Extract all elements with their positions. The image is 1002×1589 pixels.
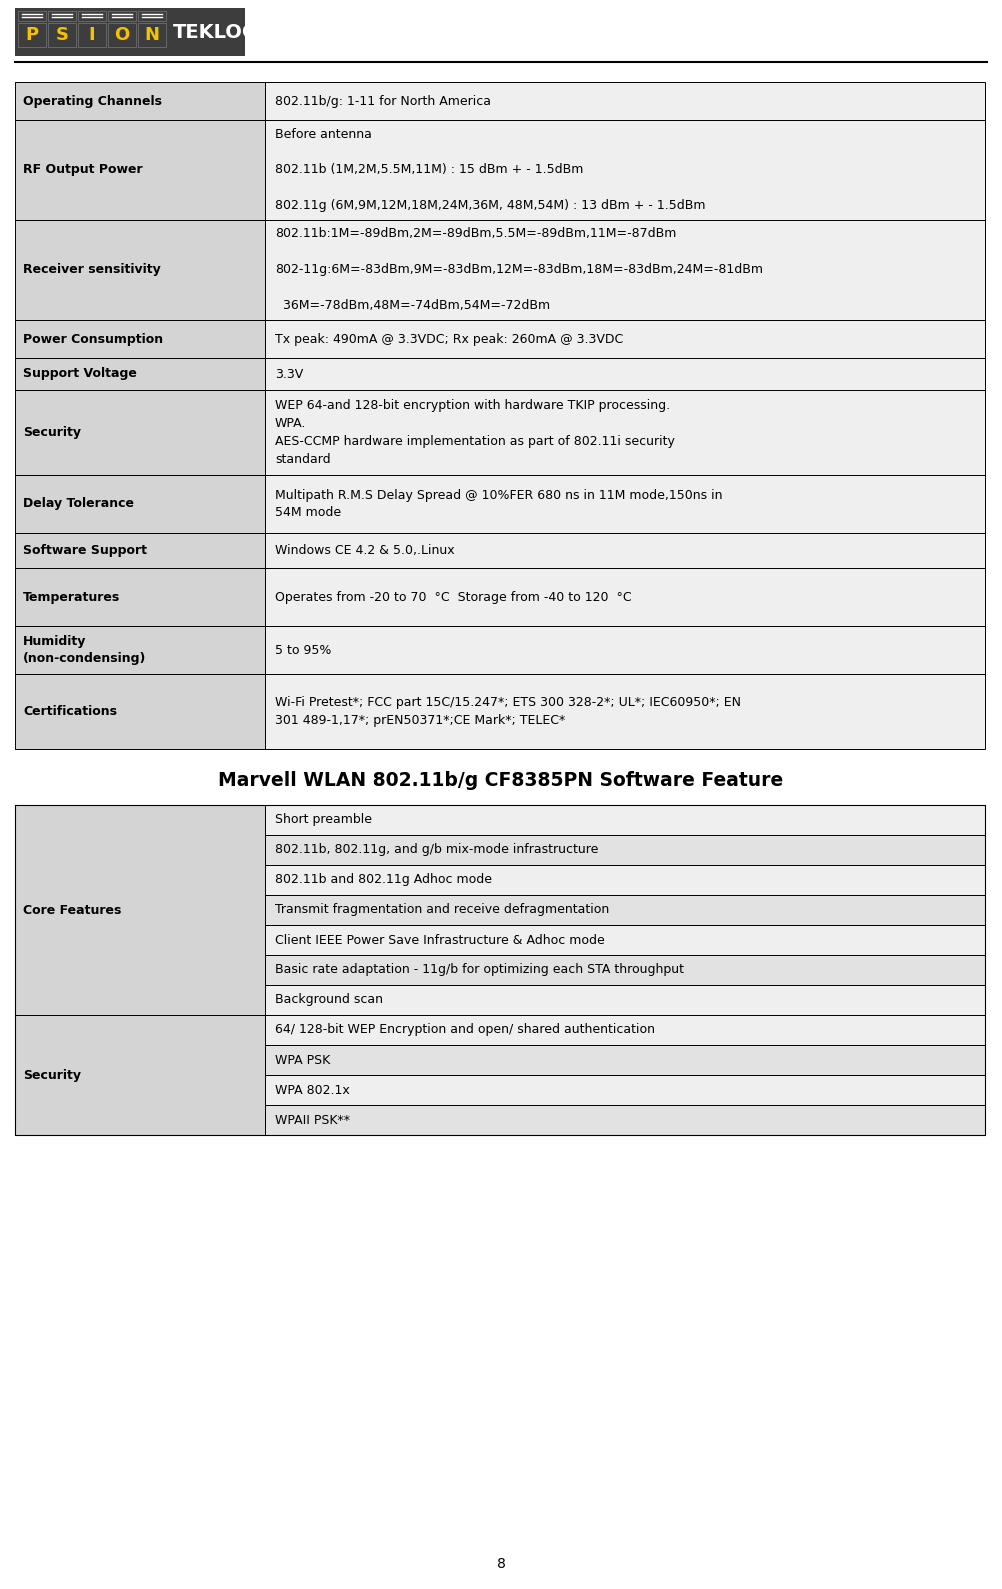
- Text: P: P: [25, 25, 38, 44]
- Bar: [138, 22, 166, 48]
- Bar: [48, 11, 76, 21]
- Bar: [265, 925, 985, 955]
- Bar: [78, 22, 106, 48]
- Text: Client IEEE Power Save Infrastructure & Adhoc mode: Client IEEE Power Save Infrastructure & …: [275, 933, 605, 947]
- Bar: [18, 11, 46, 21]
- Bar: [15, 83, 265, 121]
- Bar: [265, 567, 985, 626]
- Bar: [265, 532, 985, 567]
- Bar: [78, 11, 106, 21]
- Text: Before antenna

802.11b (1M,2M,5.5M,11M) : 15 dBm + - 1.5dBm

802.11g (6M,9M,12M: Before antenna 802.11b (1M,2M,5.5M,11M) …: [275, 127, 705, 213]
- Bar: [15, 806, 265, 1015]
- Text: Certifications: Certifications: [23, 706, 117, 718]
- Bar: [138, 11, 166, 21]
- Bar: [18, 22, 46, 48]
- Text: Basic rate adaptation - 11g/b for optimizing each STA throughput: Basic rate adaptation - 11g/b for optimi…: [275, 963, 684, 977]
- Bar: [15, 567, 265, 626]
- Bar: [15, 389, 265, 475]
- Bar: [265, 985, 985, 1015]
- Bar: [265, 475, 985, 532]
- Text: 802.11b, 802.11g, and g/b mix-mode infrastructure: 802.11b, 802.11g, and g/b mix-mode infra…: [275, 844, 598, 856]
- Text: 3.3V: 3.3V: [275, 367, 304, 380]
- Text: Marvell WLAN 802.11b/g CF8385PN Software Feature: Marvell WLAN 802.11b/g CF8385PN Software…: [218, 771, 784, 790]
- Text: 802.11b/g: 1-11 for North America: 802.11b/g: 1-11 for North America: [275, 94, 491, 108]
- Text: Temperatures: Temperatures: [23, 591, 120, 604]
- Text: WPA PSK: WPA PSK: [275, 1054, 331, 1066]
- Bar: [265, 219, 985, 319]
- Text: Short preamble: Short preamble: [275, 814, 372, 826]
- Bar: [265, 389, 985, 475]
- Text: TEKLOGIX: TEKLOGIX: [173, 22, 282, 41]
- Text: Delay Tolerance: Delay Tolerance: [23, 497, 134, 510]
- Text: Windows CE 4.2 & 5.0,.Linux: Windows CE 4.2 & 5.0,.Linux: [275, 543, 455, 558]
- Bar: [265, 1076, 985, 1104]
- Text: Power Consumption: Power Consumption: [23, 332, 163, 345]
- Text: WPA 802.1x: WPA 802.1x: [275, 1084, 350, 1096]
- Text: Operates from -20 to 70  °C  Storage from -40 to 120  °C: Operates from -20 to 70 °C Storage from …: [275, 591, 631, 604]
- Text: WEP 64-and 128-bit encryption with hardware TKIP processing.
WPA.
AES-CCMP hardw: WEP 64-and 128-bit encryption with hardw…: [275, 399, 675, 466]
- Text: 8: 8: [497, 1557, 505, 1572]
- Bar: [15, 475, 265, 532]
- Bar: [265, 1015, 985, 1046]
- Text: 5 to 95%: 5 to 95%: [275, 644, 332, 656]
- Bar: [15, 626, 265, 674]
- Bar: [15, 674, 265, 748]
- Text: O: O: [114, 25, 129, 44]
- Bar: [15, 806, 985, 1135]
- Text: Security: Security: [23, 426, 81, 439]
- Bar: [265, 358, 985, 389]
- Text: N: N: [144, 25, 159, 44]
- Text: 64/ 128-bit WEP Encryption and open/ shared authentication: 64/ 128-bit WEP Encryption and open/ sha…: [275, 1023, 655, 1036]
- Text: Multipath R.M.S Delay Spread @ 10%FER 680 ns in 11M mode,150ns in
54M mode: Multipath R.M.S Delay Spread @ 10%FER 68…: [275, 488, 722, 520]
- Bar: [15, 358, 265, 389]
- Text: WPAII PSK**: WPAII PSK**: [275, 1114, 350, 1127]
- Bar: [265, 1104, 985, 1135]
- Bar: [48, 22, 76, 48]
- Text: Core Features: Core Features: [23, 904, 121, 917]
- Bar: [265, 806, 985, 834]
- Text: 802.11b:1M=-89dBm,2M=-89dBm,5.5M=-89dBm,11M=-87dBm

802-11g:6M=-83dBm,9M=-83dBm,: 802.11b:1M=-89dBm,2M=-89dBm,5.5M=-89dBm,…: [275, 227, 763, 313]
- Bar: [265, 834, 985, 864]
- Bar: [265, 121, 985, 219]
- Bar: [15, 121, 265, 219]
- Bar: [265, 955, 985, 985]
- Text: Security: Security: [23, 1068, 81, 1082]
- Text: RF Output Power: RF Output Power: [23, 164, 142, 176]
- Text: I: I: [89, 25, 95, 44]
- Text: Receiver sensitivity: Receiver sensitivity: [23, 264, 160, 276]
- Bar: [15, 8, 245, 56]
- Text: Wi-Fi Pretest*; FCC part 15C/15.247*; ETS 300 328-2*; UL*; IEC60950*; EN
301 489: Wi-Fi Pretest*; FCC part 15C/15.247*; ET…: [275, 696, 741, 728]
- Bar: [15, 219, 265, 319]
- Bar: [108, 22, 136, 48]
- Bar: [265, 626, 985, 674]
- Bar: [15, 319, 265, 358]
- Bar: [265, 674, 985, 748]
- Text: Transmit fragmentation and receive defragmentation: Transmit fragmentation and receive defra…: [275, 904, 609, 917]
- Bar: [265, 895, 985, 925]
- Text: Support Voltage: Support Voltage: [23, 367, 137, 380]
- Text: Background scan: Background scan: [275, 993, 383, 1006]
- Bar: [265, 864, 985, 895]
- Text: Software Support: Software Support: [23, 543, 147, 558]
- Bar: [265, 319, 985, 358]
- Text: 802.11b and 802.11g Adhoc mode: 802.11b and 802.11g Adhoc mode: [275, 874, 492, 887]
- Text: Tx peak: 490mA @ 3.3VDC; Rx peak: 260mA @ 3.3VDC: Tx peak: 490mA @ 3.3VDC; Rx peak: 260mA …: [275, 332, 623, 345]
- Bar: [265, 83, 985, 121]
- Text: Humidity
(non-condensing): Humidity (non-condensing): [23, 636, 146, 666]
- Bar: [15, 1015, 265, 1135]
- Bar: [265, 1046, 985, 1076]
- Text: Operating Channels: Operating Channels: [23, 94, 162, 108]
- Bar: [108, 11, 136, 21]
- Bar: [15, 532, 265, 567]
- Text: S: S: [55, 25, 68, 44]
